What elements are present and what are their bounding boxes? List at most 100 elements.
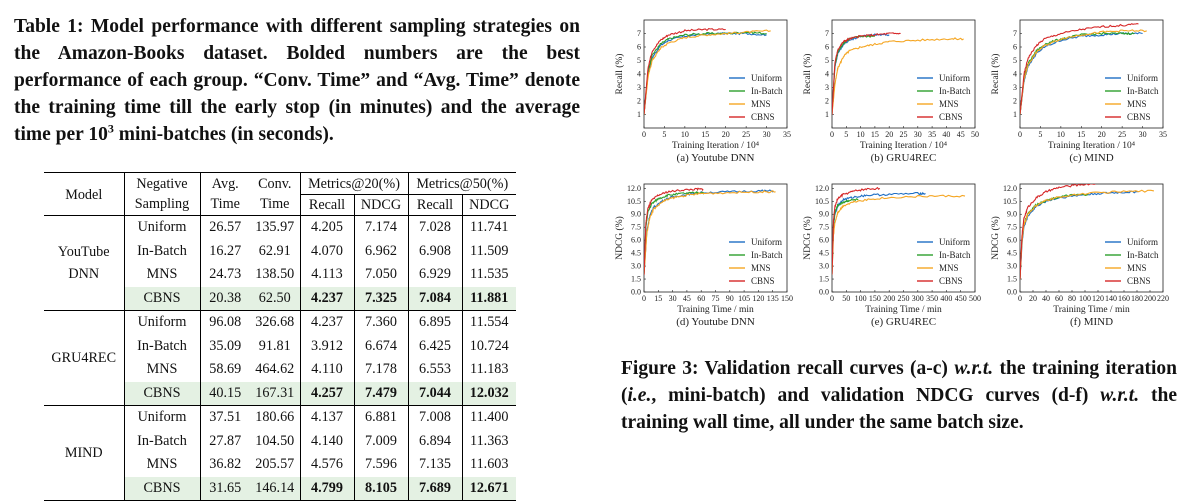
value-cell-n50: 11.535 [470, 266, 509, 283]
table-row: In-Batch 16.27 62.91 4.070 6.962 6.908 11.509 [44, 239, 516, 263]
legend-label: CBNS [751, 276, 775, 286]
value-cell-conv: 205.57 [250, 453, 301, 477]
x-tick-label: 60 [1055, 294, 1063, 303]
x-tick-label: 0 [642, 130, 646, 139]
series-line-mns [832, 194, 966, 275]
x-tick-label: 15 [1077, 130, 1085, 139]
x-tick-label: 45 [957, 130, 965, 139]
sampling-cell: MNS [124, 453, 201, 477]
x-tick-label: 5 [662, 130, 666, 139]
x-axis-label: Training Iteration / 10⁴ [860, 141, 948, 151]
value-cell-n20: 7.360 [354, 310, 409, 335]
model-name-line: DNN [68, 266, 100, 282]
panel-caption: (a) Youtube DNN [677, 152, 755, 164]
value-cell-r20: 4.576 [300, 453, 355, 477]
y-tick-label: 6 [637, 43, 641, 52]
y-tick-label: 1.5 [819, 275, 829, 284]
y-tick-label: 1 [1013, 110, 1017, 119]
y-tick-label: 1.5 [1007, 275, 1017, 284]
table-row: MNS 24.73 138.50 4.113 7.050 6.929 11.535 [44, 263, 516, 287]
y-tick-label: 4.5 [631, 249, 641, 258]
value-cell-n20: 6.674 [354, 334, 409, 358]
value-cell-r20: 4.237 [300, 286, 355, 311]
y-tick-label: 3 [637, 83, 641, 92]
series-line-cbns [832, 186, 881, 275]
value-cell-avg: 36.82 [209, 456, 242, 473]
legend-label: Uniform [939, 237, 970, 247]
table-header: Model Negative Avg. Conv. Metrics@20(%) … [44, 172, 516, 216]
value-cell-n50: 11.603 [470, 456, 509, 473]
chart-svg: 0 50 100 150 200 250 300 350 400 450 500 0.0 1.5 3.0 4… [802, 183, 981, 328]
series-line-uniform [644, 31, 767, 115]
value-cell-n50: 11.509 [470, 242, 509, 259]
panel-caption: (c) MIND [1069, 152, 1113, 164]
y-tick-label: 12.0 [627, 184, 641, 193]
x-tick-label: 350 [926, 294, 938, 303]
x-tick-label: 300 [912, 294, 924, 303]
value-cell-avg: 40.15 [200, 381, 250, 406]
legend-label: CBNS [1127, 112, 1151, 122]
legend-label: MNS [751, 99, 771, 109]
series-line-mns [1020, 29, 1147, 115]
value-cell-avg: 24.73 [209, 266, 242, 283]
value-cell-conv: 464.62 [250, 358, 301, 382]
table-caption-end: mini-batches (in seconds). [118, 124, 334, 145]
y-tick-label: 3 [1013, 83, 1017, 92]
x-tick-label: 150 [781, 294, 793, 303]
model-name-line: GRU4REC [51, 350, 117, 366]
value-cell-avg: 35.09 [209, 337, 242, 354]
x-tick-label: 60 [697, 294, 705, 303]
value-cell-conv: 146.14 [250, 476, 301, 501]
x-tick-label: 0 [1018, 294, 1022, 303]
y-tick-label: 7 [637, 29, 641, 38]
table-row: MNS 58.69 464.62 4.110 7.178 6.553 11.183 [44, 358, 516, 382]
table-caption-power: 103 [88, 121, 114, 146]
y-tick-label: 2 [637, 97, 641, 106]
x-tick-label: 40 [1042, 294, 1050, 303]
legend-label: In-Batch [751, 86, 783, 96]
sampling-cell: CBNS [124, 476, 201, 501]
x-tick-label: 5 [1038, 130, 1042, 139]
value-cell-r50: 6.425 [408, 334, 463, 358]
value-cell-n50: 11.400 [470, 409, 509, 426]
sampling-cell: CBNS [124, 286, 201, 311]
x-tick-label: 35 [928, 130, 936, 139]
series-line-in-batch [832, 198, 859, 275]
sampling-cell: Uniform [124, 215, 201, 240]
x-tick-label: 0 [1018, 130, 1022, 139]
value-cell-r50: 6.553 [408, 358, 463, 382]
y-tick-label: 5 [637, 56, 641, 65]
value-cell-conv: 138.50 [250, 263, 301, 287]
value-cell-n50: 11.741 [470, 219, 509, 236]
value-cell-r50: 7.044 [408, 381, 463, 406]
legend-label: Uniform [751, 237, 782, 247]
y-tick-label: 12.0 [815, 184, 829, 193]
y-tick-label: 6 [825, 43, 829, 52]
y-tick-label: 4.5 [1007, 249, 1017, 258]
y-tick-label: 3.0 [631, 262, 641, 271]
y-tick-label: 7 [825, 29, 829, 38]
value-cell-avg: 27.87 [209, 432, 242, 449]
value-cell-n20: 7.174 [354, 215, 409, 240]
series-line-in-batch [1020, 193, 1089, 280]
header-metrics50: Metrics@50(%) [408, 172, 516, 195]
x-tick-label: 30 [1139, 130, 1147, 139]
x-tick-label: 120 [752, 294, 764, 303]
table-caption: Table 1: Model performance with differen… [14, 13, 580, 148]
y-tick-label: 2 [825, 97, 829, 106]
y-tick-label: 4 [637, 70, 641, 79]
y-axis-label: Recall (%) [990, 54, 1001, 95]
value-cell-r20: 4.110 [300, 358, 355, 382]
legend-label: CBNS [1127, 276, 1151, 286]
value-cell-conv: 91.81 [250, 334, 301, 358]
value-cell-r20: 4.140 [300, 429, 355, 453]
value-cell-avg: 37.51 [209, 409, 242, 426]
series-line-mns [832, 37, 964, 115]
legend-label: In-Batch [939, 250, 971, 260]
x-tick-label: 20 [885, 130, 893, 139]
y-axis-label: NDCG (%) [990, 216, 1001, 260]
value-cell-r20: 4.070 [300, 239, 355, 263]
y-tick-label: 3.0 [819, 262, 829, 271]
header-avg-time-2: Time [210, 196, 240, 213]
